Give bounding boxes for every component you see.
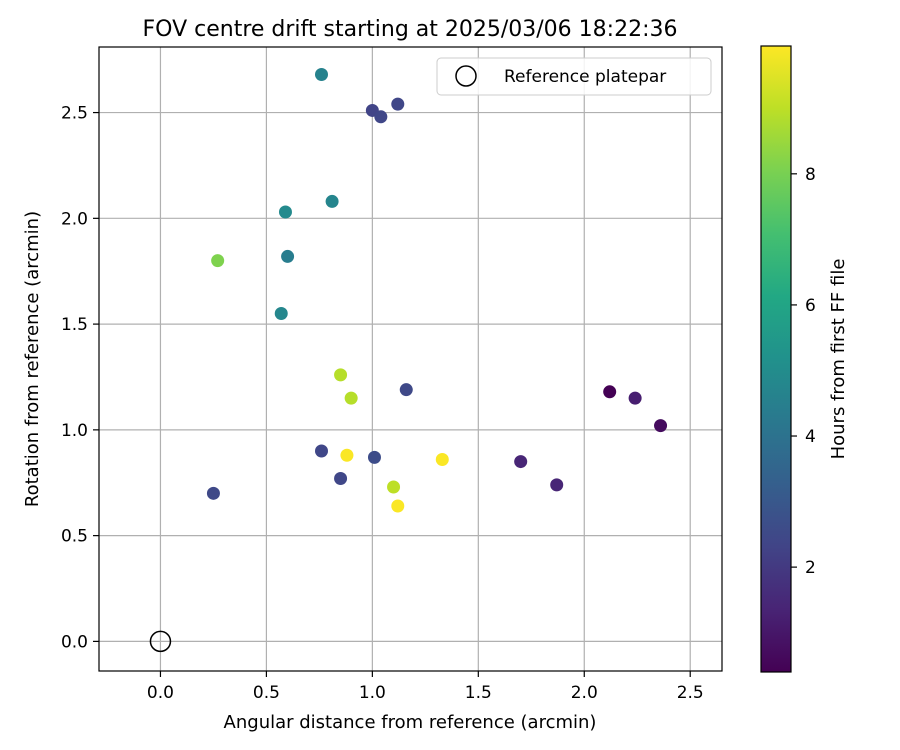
reference-marker [149,630,172,653]
data-point [334,368,348,382]
colorbar-tick-label: 6 [805,296,816,316]
data-point [325,194,339,208]
y-tick-label: 0.0 [61,632,88,652]
colorbar-tick-label: 8 [805,165,816,185]
legend-box [436,57,712,96]
colorbar-frame [760,45,792,673]
reference-point [149,630,172,653]
legend: Reference platepar [436,57,712,96]
legend-marker-icon [455,65,477,87]
data-point [387,480,401,494]
x-axis-label: Angular distance from reference (arcmin) [224,712,597,733]
data-point [603,385,617,399]
y-tick-label: 2.5 [61,104,88,124]
y-tick-label: 0.5 [61,527,88,547]
data-point [435,452,449,466]
colorbar-tick-label: 4 [805,427,816,447]
x-tick-label: 0.5 [253,683,280,703]
data-point [315,67,328,81]
data-point [367,450,381,464]
data-point [344,391,358,405]
legend-label: Reference platepar [504,67,666,87]
data-point [514,455,528,469]
y-tick-label: 2.0 [61,209,88,229]
chart-title: FOV centre drift starting at 2025/03/06 … [143,17,678,42]
grid [99,47,722,671]
data-point [391,97,405,111]
data-points [206,67,668,513]
x-tick-label: 1.5 [465,683,492,703]
data-point [334,472,348,486]
data-point [628,391,642,405]
y-tick-label: 1.5 [61,315,88,335]
x-axis-ticks: 0.0 0.5 1.0 1.5 2.0 2.5 [147,671,704,703]
data-point [211,254,225,268]
data-point [274,307,288,321]
colorbar: 2 4 6 8 Hours from first FF file [760,45,849,673]
data-point [206,486,220,500]
y-axis-label: Rotation from reference (arcmin) [22,211,43,507]
x-tick-label: 0.0 [147,683,174,703]
colorbar-ticks: 2 4 6 8 [791,165,816,578]
data-point [281,249,295,263]
colorbar-label: Hours from first FF file [828,259,849,460]
data-point [278,205,292,219]
x-tick-label: 2.0 [571,683,598,703]
data-point [550,478,564,492]
y-axis-ticks: 0.0 0.5 1.0 1.5 2.0 2.5 [61,104,99,652]
data-point [391,499,405,513]
x-tick-label: 2.5 [677,683,704,703]
data-point [374,110,388,124]
data-point [315,444,328,458]
x-tick-label: 1.0 [359,683,386,703]
colorbar-gradient [761,46,791,672]
data-point [340,448,354,462]
data-point [399,383,413,397]
y-tick-label: 1.0 [61,421,88,441]
plot-frame [98,46,723,672]
data-point [654,419,668,433]
colorbar-tick-label: 2 [805,558,816,578]
